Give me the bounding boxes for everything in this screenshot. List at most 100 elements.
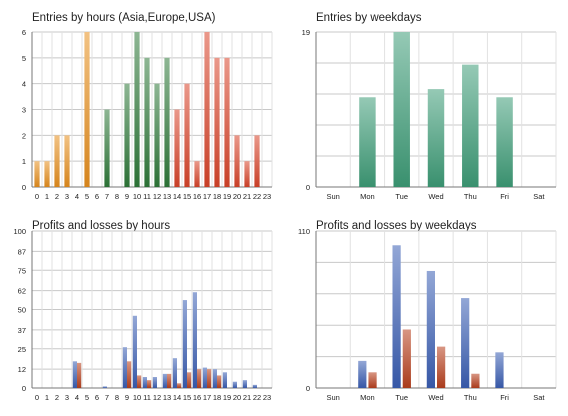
bar: [495, 352, 504, 388]
x-tick-label: 5: [85, 192, 89, 201]
bar: [202, 367, 207, 388]
y-tick-label: 12: [18, 365, 26, 374]
x-tick-label: 14: [173, 192, 181, 201]
bar: [132, 315, 137, 388]
x-tick-label: Wed: [428, 192, 443, 201]
x-tick-label: 22: [253, 192, 261, 201]
x-tick-label: 15: [183, 393, 191, 402]
x-tick-label: 19: [223, 393, 231, 402]
y-tick-label: 19: [302, 28, 310, 37]
chart-canvas: 0 110 Sun Mon Tue Wed Thu Fri Sat: [298, 227, 557, 402]
x-tick-label: 10: [133, 393, 141, 402]
x-tick-label: 8: [115, 393, 119, 402]
x-tick-label: 0: [35, 192, 39, 201]
bar: [234, 135, 240, 187]
bar: [217, 375, 222, 388]
x-tick-label: 9: [125, 192, 129, 201]
x-tick-label: 10: [133, 192, 141, 201]
x-tick-label: 1: [45, 393, 49, 402]
bar: [77, 362, 82, 388]
bar: [44, 161, 50, 187]
bar: [427, 89, 445, 187]
x-tick-label: 16: [193, 393, 201, 402]
bar: [172, 358, 177, 388]
bar: [359, 97, 376, 187]
y-tick-label: 4: [22, 80, 26, 89]
bar: [368, 372, 377, 388]
bar: [124, 83, 130, 187]
bar: [358, 360, 367, 388]
bar: [204, 32, 210, 187]
bar: [164, 57, 170, 188]
bar: [244, 161, 250, 187]
x-tick-label: 23: [263, 393, 271, 402]
x-tick-label: 4: [75, 192, 79, 201]
bar: [54, 135, 60, 187]
bar: [122, 347, 127, 388]
bar: [392, 245, 401, 388]
bar: [127, 361, 132, 388]
bar: [192, 292, 197, 388]
x-tick-label: 0: [35, 393, 39, 402]
y-tick-label: 0: [306, 384, 310, 393]
x-tick-label: 3: [65, 192, 69, 201]
x-tick-label: 20: [233, 192, 241, 201]
x-tick-label: 4: [75, 393, 79, 402]
bar: [426, 270, 435, 388]
bar: [232, 381, 237, 388]
bar: [144, 57, 150, 188]
chart-title: Profits and losses by weekdays: [316, 220, 477, 232]
x-tick-label: Sun: [326, 393, 339, 402]
x-tick-label: Mon: [360, 393, 375, 402]
bar: [242, 380, 247, 388]
bar: [462, 64, 479, 187]
bar: [177, 383, 182, 388]
chart-profits-losses-by-hours: Profits and losses by hours 0 12 25 37 50 62 7…: [0, 208, 284, 416]
y-tick-label: 37: [18, 326, 26, 335]
x-tick-label: 22: [253, 393, 261, 402]
bar: [207, 369, 212, 388]
bar: [154, 83, 160, 187]
bar: [147, 380, 152, 388]
y-tick-label: 0: [22, 183, 26, 192]
x-tick-label: 21: [243, 192, 251, 201]
y-tick-label: 62: [18, 287, 26, 296]
x-tick-label: 17: [203, 192, 211, 201]
x-tick-label: 23: [263, 192, 271, 201]
y-tick-label: 110: [298, 227, 310, 236]
bar: [437, 346, 446, 388]
x-tick-label: 13: [163, 393, 171, 402]
x-tick-label: Sun: [326, 192, 339, 201]
bar: [152, 377, 157, 388]
x-tick-label: 3: [65, 393, 69, 402]
x-tick-label: Fri: [500, 393, 509, 402]
x-tick-label: 5: [85, 393, 89, 402]
x-tick-label: 18: [213, 192, 221, 201]
y-tick-label: 87: [18, 247, 26, 256]
bar: [134, 32, 140, 187]
x-tick-label: 7: [105, 192, 109, 201]
y-tick-label: 75: [18, 266, 26, 275]
bar: [137, 375, 142, 388]
y-tick-label: 100: [13, 227, 26, 236]
x-tick-label: 6: [95, 393, 99, 402]
bar: [102, 386, 107, 388]
bar: [187, 372, 192, 388]
chart-canvas: 0 19 Sun Mon Tue Wed Thu Fri Sat: [302, 28, 557, 201]
x-tick-label: Thu: [464, 192, 477, 201]
y-tick-label: 0: [306, 183, 310, 192]
chart-title: Profits and losses by hours: [32, 220, 171, 232]
bar: [184, 83, 190, 187]
x-tick-label: 17: [203, 393, 211, 402]
bar: [34, 161, 40, 187]
y-tick-label: 3: [22, 106, 26, 115]
x-tick-label: Wed: [428, 393, 443, 402]
x-tick-label: Tue: [395, 393, 408, 402]
x-tick-label: 13: [163, 192, 171, 201]
x-tick-label: 18: [213, 393, 221, 402]
x-tick-label: 9: [125, 393, 129, 402]
bar: [182, 300, 187, 388]
chart-title: Entries by hours (Asia,Europe,USA): [32, 12, 216, 24]
